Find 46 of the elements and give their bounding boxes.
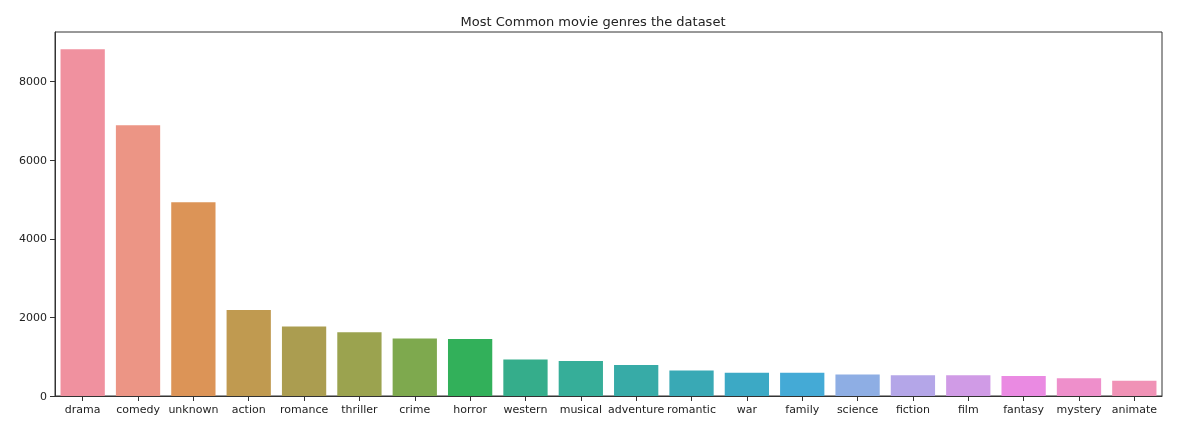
bar <box>392 338 437 396</box>
bar <box>614 364 659 396</box>
bar <box>890 375 936 396</box>
bar <box>558 361 603 396</box>
bar <box>946 375 991 396</box>
bar <box>281 326 327 396</box>
chart-title: Most Common movie genres the dataset <box>460 14 726 29</box>
x-tick-label: film <box>957 403 979 416</box>
x-tick-label: animate <box>1111 403 1158 416</box>
x-tick-label: western <box>503 403 548 416</box>
bar <box>1056 378 1102 396</box>
bar <box>835 374 880 396</box>
y-tick-label: 6000 <box>19 153 47 167</box>
bar <box>780 372 825 396</box>
bar <box>337 332 382 396</box>
x-tick-label: thriller <box>341 403 379 416</box>
bar <box>669 370 714 396</box>
y-tick-label: 4000 <box>19 232 47 246</box>
bar <box>503 359 548 396</box>
x-tick-label: crime <box>399 403 431 416</box>
x-tick-label: drama <box>64 403 101 416</box>
bar <box>724 372 770 396</box>
y-tick-label: 8000 <box>19 75 47 89</box>
x-tick-label: fantasy <box>1003 403 1045 416</box>
x-tick-label: adventure <box>608 403 665 416</box>
x-tick-label: romantic <box>667 403 716 416</box>
x-tick-label: family <box>785 403 820 416</box>
x-tick-label: romance <box>279 403 329 416</box>
y-tick-label: 2000 <box>19 310 47 324</box>
bar <box>60 49 105 396</box>
x-tick-label: mystery <box>1056 403 1102 416</box>
bar <box>226 309 271 396</box>
x-tick-label: war <box>736 403 758 416</box>
x-tick-label: fiction <box>895 403 930 416</box>
x-tick-label: unknown <box>168 403 219 416</box>
bar <box>447 339 493 396</box>
x-tick-label: musical <box>559 403 602 416</box>
y-tick-label: 0 <box>40 389 47 403</box>
bar <box>1112 380 1157 396</box>
x-tick-label: comedy <box>116 403 161 416</box>
x-tick-label: horror <box>453 403 488 416</box>
x-tick-label: science <box>836 403 879 416</box>
bar <box>115 125 161 396</box>
x-tick-label: action <box>231 403 266 416</box>
bar <box>171 202 216 396</box>
bar <box>1001 375 1046 396</box>
